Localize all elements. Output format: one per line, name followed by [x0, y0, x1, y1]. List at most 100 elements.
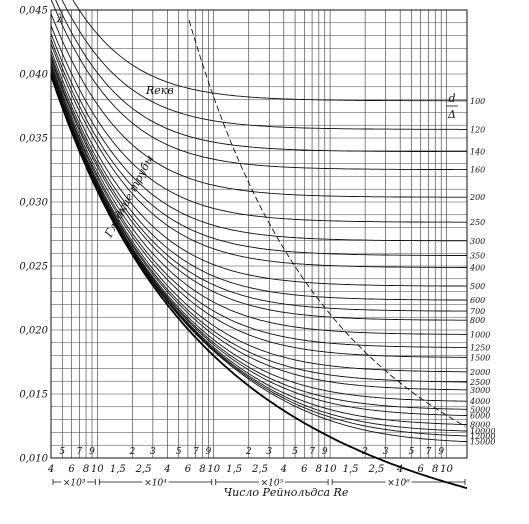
roughness-curve [50, 56, 467, 312]
roughness-label: 2000 [469, 368, 490, 377]
roughness-curve [50, 62, 467, 335]
x-tick-label: 4 [280, 464, 287, 475]
x-minor-tick-label: 5 [59, 447, 65, 457]
roughness-curve [50, 49, 467, 287]
roughness-label: 3000 [470, 386, 490, 395]
x-minor-tick-label: 3 [150, 447, 156, 457]
roughness-curve [50, 72, 467, 416]
x-tick-label: 1,5 [110, 464, 126, 475]
roughness-label: 350 [470, 252, 485, 261]
multiplier-label: ×10⁵ [261, 479, 284, 489]
x-minor-tick-label: 9 [438, 447, 444, 457]
y-tick-label: 0,015 [19, 390, 48, 401]
roughness-label: 8000 [470, 421, 490, 430]
roughness-curve [50, 43, 467, 268]
y-axis-symbol: λ [56, 12, 64, 25]
roughness-label-bottom: Δ [447, 108, 456, 121]
roughness-label: 800 [470, 316, 485, 325]
roughness-label: 1250 [470, 344, 490, 353]
x-tick-label: 8 [432, 464, 438, 475]
x-tick-label: 2,5 [251, 464, 268, 475]
x-minor-tick-label: 7 [193, 447, 199, 457]
x-tick-label: 10 [91, 464, 104, 475]
multiplier-label: ×10⁶ [387, 479, 410, 489]
x-tick-label: 6 [418, 464, 425, 475]
multiplier-label: ×10⁴ [144, 479, 167, 489]
roughness-curve [50, 66, 467, 358]
roughness-curve [50, 71, 467, 402]
x-minor-tick-label: 7 [76, 447, 82, 457]
multiplier-label: ×10³ [63, 479, 86, 489]
roughness-curve [50, 33, 467, 242]
roughness-label: 12000 [470, 432, 495, 441]
roughness-label: 600 [470, 296, 485, 305]
y-tick-label: 0,040 [19, 70, 48, 81]
x-tick-label: 1,5 [226, 464, 242, 475]
x-tick-label: 6 [301, 464, 308, 475]
x-tick-label: 4 [163, 464, 170, 475]
axis-multipliers: ×10³ ×10⁴ ×10⁵ ×10⁶ [52, 476, 466, 489]
y-tick-label: 0,020 [19, 326, 48, 337]
roughness-curve [61, 0, 467, 130]
roughness-label: 250 [469, 218, 485, 227]
roughness-label: 300 [470, 237, 485, 246]
roughness-label: 4000 [469, 397, 490, 406]
roughness-label: 1500 [470, 353, 490, 362]
roughness-label: 6000 [470, 412, 490, 421]
x-tick-label: 10 [207, 464, 220, 475]
x-minor-tick-label: 7 [426, 447, 432, 457]
x-minor-tick-label: 9 [322, 447, 328, 457]
multiplier-label-bg [385, 476, 412, 487]
x-tick-label: 4 [47, 464, 54, 475]
x-tick-label: 8 [83, 464, 89, 475]
plot-frame [50, 9, 468, 459]
y-tick-label: 0,010 [19, 454, 48, 465]
roughness-label: 120 [470, 125, 485, 134]
x-tick-label: 6 [68, 464, 75, 475]
roughness-label: 400 [469, 264, 485, 273]
x-tick-label: 10 [324, 464, 337, 475]
roughness-curve [72, 0, 467, 102]
roughness-label: 1000 [470, 330, 490, 339]
roughness-curve [50, 73, 467, 432]
x-minor-tick-label: 5 [176, 447, 182, 457]
x-tick-label: 8 [199, 464, 205, 475]
x-tick-label: 8 [316, 464, 322, 475]
roughness-label: 10000 [470, 427, 495, 436]
x-tick-label: 4 [396, 464, 403, 475]
roughness-curve [50, 70, 467, 391]
x-tick-label: 2,5 [135, 464, 152, 475]
roughness-curve [50, 25, 467, 223]
x-minor-tick-label: 3 [266, 447, 272, 457]
roughness-curve [55, 0, 467, 153]
y-tick-label: 0,035 [19, 134, 48, 145]
roughness-curve [50, 59, 467, 321]
roughness-curve [50, 39, 467, 256]
x-tick-label: 2,5 [367, 464, 384, 475]
x-minor-tick-label: 3 [383, 447, 389, 457]
roughness-curve [50, 68, 467, 373]
y-tick-label: 0,030 [19, 198, 48, 209]
x-axis-title: Число Рейнольдса Re [224, 486, 349, 499]
boundary-label: Reкв [145, 84, 174, 97]
smooth-pipe-label: Гладкие трубы [102, 153, 157, 240]
x-minor-tick-label: 9 [206, 447, 212, 457]
roughness-label: 140 [470, 148, 485, 157]
y-axis-ticks: 0,010 0,015 0,020 0,025 0,030 0,035 0,040 0,045 [19, 6, 48, 465]
re-boundary-curve [188, 20, 466, 427]
multiplier-label-bg [61, 476, 88, 487]
roughness-label: 2500 [469, 378, 490, 387]
x-minor-tick-label: 2 [129, 447, 136, 457]
roughness-curve [50, 13, 467, 198]
roughness-label: 200 [469, 193, 485, 202]
x-minor-tick-label: 5 [292, 447, 298, 457]
x-tick-label: 6 [185, 464, 192, 475]
multiplier-label-bg [142, 476, 169, 487]
roughness-label: 15000 [470, 438, 495, 447]
roughness-label: 100 [470, 97, 485, 106]
smooth-pipe-curve [50, 74, 468, 489]
roughness-label: 5000 [470, 405, 490, 414]
